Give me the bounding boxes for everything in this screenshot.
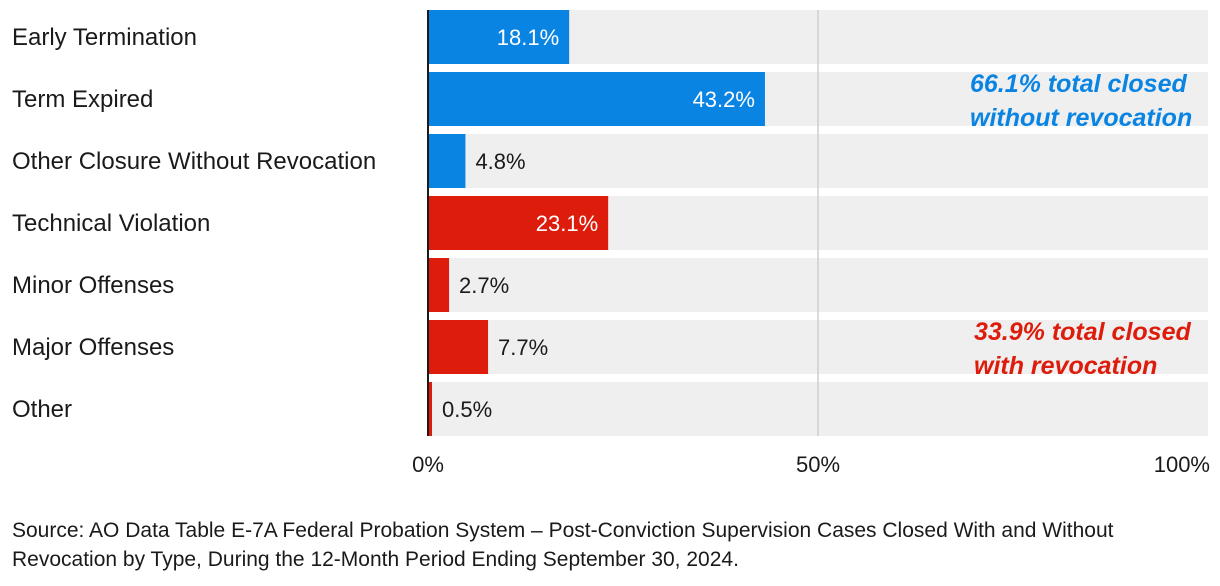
annotation-line: 33.9% total closed: [974, 318, 1191, 346]
value-label: 7.7%: [498, 335, 548, 360]
value-label: 4.8%: [475, 149, 525, 174]
group-total-annotation: 66.1% total closed without revocation: [970, 70, 1192, 132]
value-labels: 18.1% 43.2% 4.8% 23.1% 2.7% 7.7% 0.5%: [442, 25, 755, 422]
bars: [428, 10, 765, 436]
bar: [428, 196, 609, 250]
category-label: Minor Offenses: [12, 272, 174, 299]
value-label: 0.5%: [442, 397, 492, 422]
value-label: 18.1%: [497, 25, 559, 50]
bar: [428, 258, 450, 312]
category-label: Other: [12, 396, 72, 423]
x-axis-ticks: 0% 50% 100%: [412, 452, 1210, 477]
bar-chart: Early Termination Term Expired Other Closu…: [12, 10, 1210, 477]
x-tick-label: 0%: [412, 452, 444, 477]
value-label: 2.7%: [459, 273, 509, 298]
annotation-line: 66.1% total closed: [970, 70, 1187, 98]
source-note: Source: AO Data Table E-7A Federal Proba…: [12, 519, 1114, 571]
x-tick-label: 50%: [796, 452, 840, 477]
bar: [428, 10, 570, 64]
bar: [428, 320, 489, 374]
annotations: 66.1% total closed without revocation 33.9…: [970, 70, 1192, 380]
value-label: 43.2%: [693, 87, 755, 112]
category-label: Major Offenses: [12, 334, 174, 361]
category-label: Other Closure Without Revocation: [12, 148, 376, 175]
bar: [428, 134, 466, 188]
category-labels: Early Termination Term Expired Other Closu…: [12, 24, 376, 423]
bar: [428, 72, 765, 126]
annotation-line: with revocation: [974, 352, 1157, 380]
annotation-line: without revocation: [970, 104, 1192, 132]
category-label: Early Termination: [12, 24, 197, 51]
category-label: Term Expired: [12, 86, 153, 113]
group-total-annotation: 33.9% total closed with revocation: [974, 318, 1191, 380]
bar: [428, 382, 432, 436]
value-label: 23.1%: [536, 211, 598, 236]
x-tick-label: 100%: [1154, 452, 1210, 477]
category-label: Technical Violation: [12, 210, 210, 237]
